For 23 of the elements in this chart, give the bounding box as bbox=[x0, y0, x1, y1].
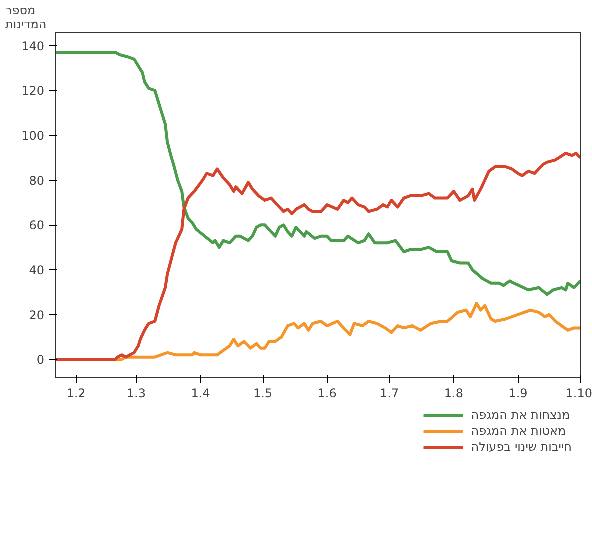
y-tick-label: 120 bbox=[22, 84, 44, 98]
y-tick-label: 140 bbox=[22, 39, 44, 54]
y-tick-label: 0 bbox=[36, 353, 45, 368]
x-tick-label: 1.6 bbox=[318, 386, 337, 400]
legend-label: מאטות את המגפה bbox=[471, 424, 566, 438]
x-tick-label: 1.4 bbox=[191, 386, 210, 400]
line-series bbox=[56, 152, 580, 362]
x-tick-label: 1.8 bbox=[444, 386, 464, 400]
y-tick-label: 100 bbox=[22, 129, 44, 144]
line-series bbox=[56, 51, 580, 296]
y-tick-label: 20 bbox=[29, 308, 45, 322]
x-tick-label: 1.9 bbox=[508, 386, 528, 400]
y-tick-label: 80 bbox=[29, 174, 45, 188]
y-tick-label: 40 bbox=[29, 263, 45, 278]
legend-label: חייבות שינוי בפעולה bbox=[471, 440, 572, 454]
y-tick-label: 60 bbox=[29, 218, 45, 233]
x-tick-label: 1.3 bbox=[126, 386, 146, 400]
x-tick-label: 1.2 bbox=[66, 386, 86, 400]
x-tick-label: 1.5 bbox=[253, 386, 273, 400]
x-tick-label: 1.10 bbox=[566, 386, 592, 400]
y-axis-title: מספר המדינות bbox=[6, 4, 47, 32]
legend-label: מנצחות את המגפה bbox=[471, 408, 570, 422]
x-tick-label: 1.7 bbox=[380, 386, 400, 400]
